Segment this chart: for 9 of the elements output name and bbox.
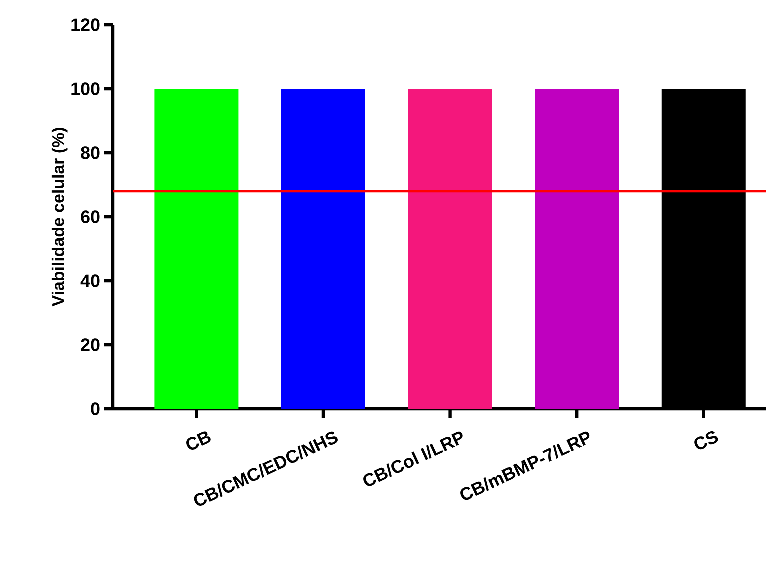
y-tick-label: 20 — [81, 338, 100, 352]
y-tick-label: 40 — [80, 274, 100, 288]
y-tick-label: 60 — [81, 210, 100, 224]
y-axis-title: Viabilidade celular (%) — [52, 128, 68, 307]
x-tick-label: CS — [694, 431, 718, 450]
y-tick-label: 80 — [81, 146, 100, 160]
y-tick-label: 120 — [72, 18, 100, 32]
y-tick-label: 100 — [72, 82, 100, 96]
y-tick-label: 0 — [91, 402, 100, 416]
